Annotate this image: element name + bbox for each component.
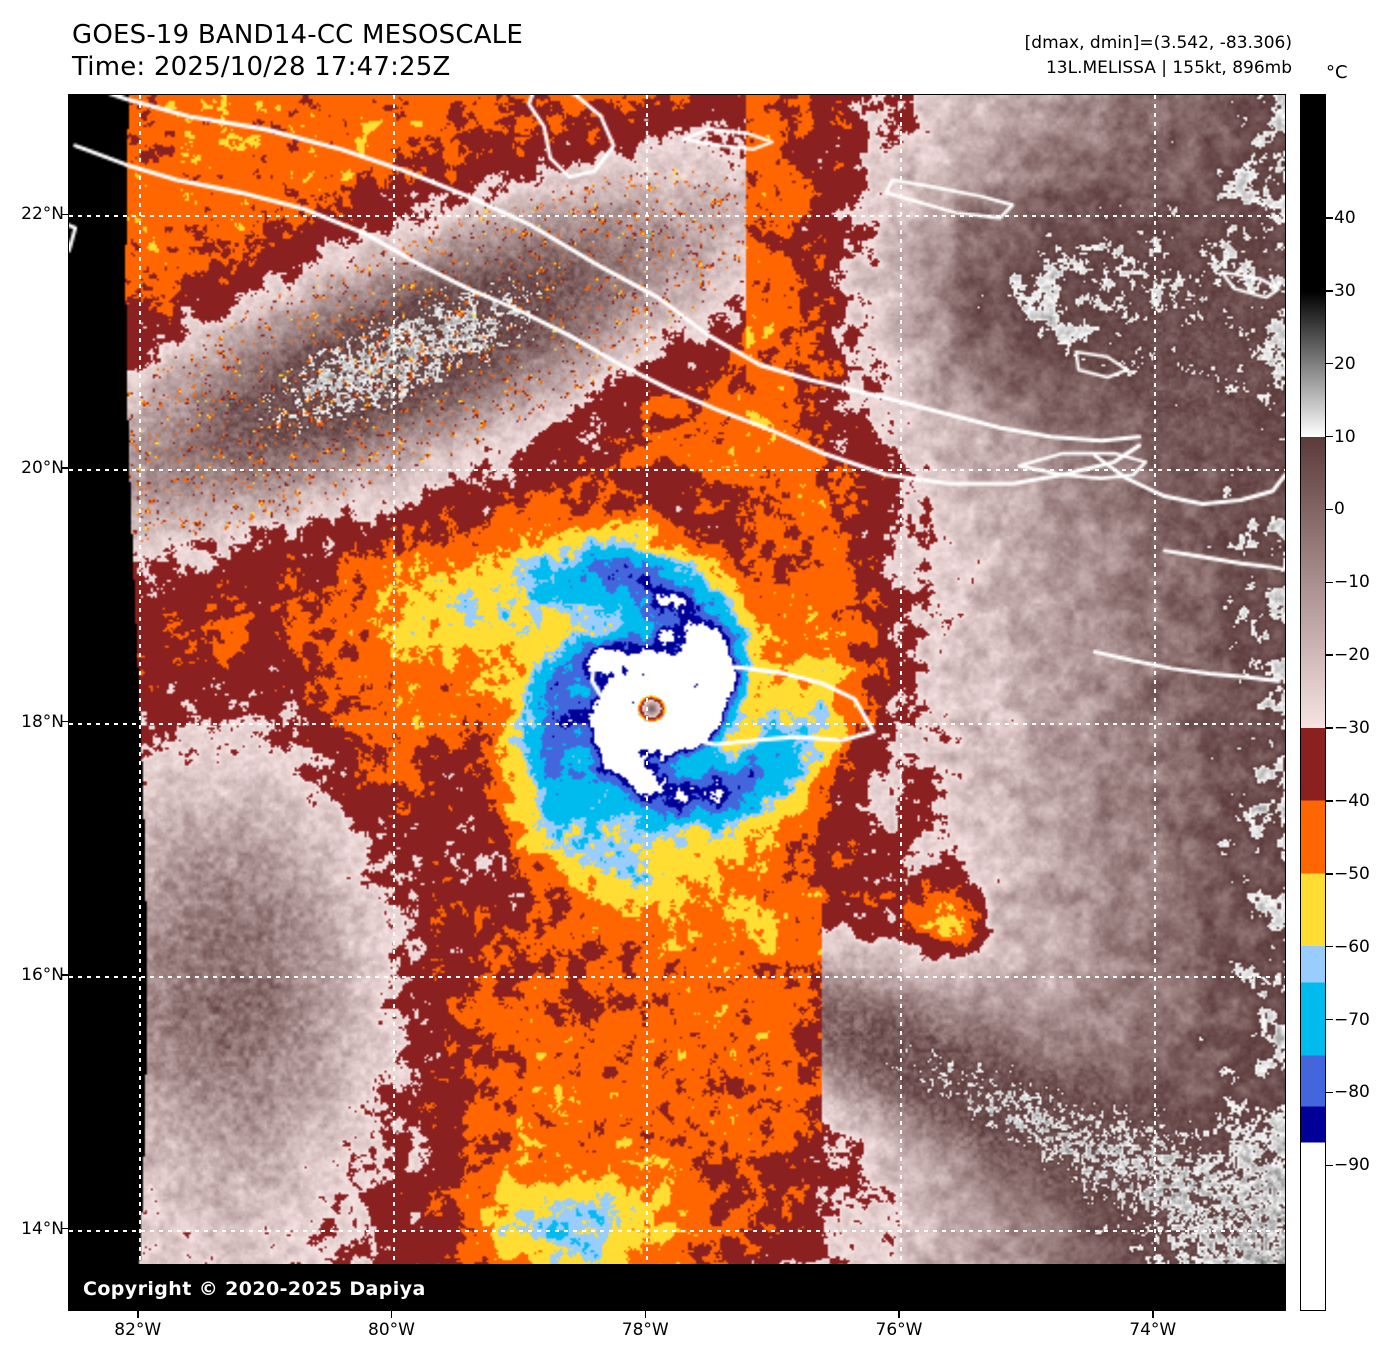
colorbar-tick-mark (1326, 217, 1333, 219)
colorbar-tick-label: −50 (1334, 863, 1370, 884)
page-title: GOES-19 BAND14-CC MESOSCALE (72, 20, 523, 50)
x-axis-tick-label: 76°W (875, 1320, 923, 1340)
x-axis-tick-label: 82°W (114, 1320, 162, 1340)
x-axis-tick-mark (644, 1311, 647, 1318)
x-axis-tick-mark (1152, 1311, 1154, 1318)
colorbar-tick-label: 40 (1334, 207, 1356, 228)
timestamp-label: Time: 2025/10/28 17:47:25Z (72, 52, 451, 82)
y-axis-tick-mark (61, 213, 68, 216)
y-axis-tick-label: 14°N (21, 1218, 64, 1239)
colorbar-tick-label: −30 (1334, 718, 1370, 738)
satellite-imagery-canvas (69, 95, 1285, 1310)
colorbar-tick-label: −80 (1334, 1082, 1370, 1103)
colorbar-tick-label: 0 (1334, 499, 1345, 520)
x-axis-tick-mark (137, 1311, 139, 1318)
colorbar-tick-mark (1326, 945, 1333, 948)
x-axis-tick-label: 78°W (621, 1320, 669, 1340)
y-axis-tick-mark (61, 1227, 68, 1230)
colorbar-tick-mark (1326, 435, 1333, 438)
colorbar-tick-label: −10 (1334, 572, 1370, 593)
x-axis-tick-mark (390, 1311, 393, 1318)
y-axis-tick-mark (61, 467, 68, 469)
x-axis-tick-label: 74°W (1129, 1320, 1177, 1340)
colorbar-tick-label: −90 (1334, 1155, 1370, 1176)
colorbar-tick-mark (1326, 727, 1333, 729)
y-axis-tick-mark (61, 720, 68, 723)
x-axis-tick-mark (898, 1311, 900, 1318)
colorbar-tick-mark (1326, 1164, 1333, 1166)
colorbar-tick-mark (1326, 290, 1333, 292)
y-axis-tick-label: 18°N (21, 711, 64, 732)
copyright-band: Copyright © 2020-2025 Dapiya (69, 1264, 1285, 1310)
colorbar-tick-label: −20 (1334, 645, 1370, 666)
x-axis-tick-label: 80°W (368, 1320, 416, 1340)
colorbar-tick-label: 10 (1334, 426, 1356, 447)
colorbar-tick-mark (1326, 800, 1333, 802)
copyright-text: Copyright © 2020-2025 Dapiya (83, 1278, 426, 1300)
data-range-label: [dmax, dmin]=(3.542, -83.306) (1024, 33, 1292, 53)
colorbar-tick-label: 20 (1334, 353, 1356, 374)
colorbar-tick-label: −40 (1334, 790, 1370, 811)
colorbar-tick-mark (1326, 508, 1333, 511)
y-axis-tick-mark (61, 974, 68, 976)
map-plot-area: Copyright © 2020-2025 Dapiya (68, 94, 1286, 1311)
colorbar (1300, 94, 1326, 1311)
y-axis-tick-label: 22°N (21, 204, 64, 225)
colorbar-tick-mark (1326, 873, 1333, 875)
colorbar-tick-mark (1326, 1018, 1333, 1021)
colorbar-units-label: °C (1326, 62, 1348, 83)
colorbar-tick-mark (1326, 654, 1333, 656)
colorbar-gradient (1301, 95, 1325, 1310)
y-axis-tick-label: 20°N (21, 457, 64, 478)
storm-info-label: 13L.MELISSA | 155kt, 896mb (1045, 58, 1292, 78)
colorbar-tick-mark (1326, 1091, 1333, 1094)
colorbar-tick-label: −60 (1334, 936, 1370, 957)
y-axis-tick-label: 16°N (21, 965, 64, 986)
colorbar-tick-label: −70 (1334, 1009, 1370, 1030)
colorbar-tick-mark (1326, 362, 1333, 365)
colorbar-tick-label: 30 (1334, 280, 1356, 301)
colorbar-tick-mark (1326, 581, 1333, 583)
